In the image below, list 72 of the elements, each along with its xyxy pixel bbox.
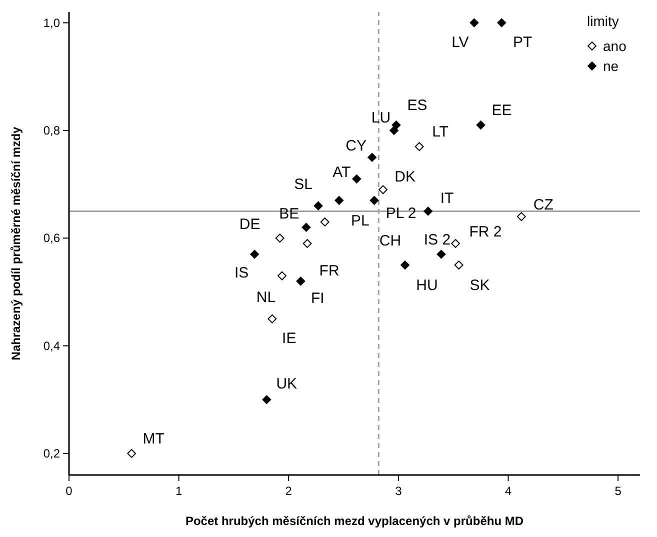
y-tick-label: 0,8 — [43, 123, 60, 138]
y-tick-label: 0,6 — [43, 231, 60, 246]
point — [378, 185, 388, 194]
annotation: EE — [492, 102, 512, 120]
annotation: PL — [350, 212, 370, 230]
point — [334, 196, 344, 205]
point — [275, 234, 284, 243]
annotation: CY — [346, 137, 366, 154]
annotation: LT — [432, 124, 448, 141]
annotation: FI — [311, 290, 324, 308]
point — [454, 260, 464, 270]
x-tick-label: 3 — [395, 484, 402, 498]
point — [451, 239, 460, 248]
y-tick-label: 1,0 — [43, 16, 60, 30]
point — [414, 142, 424, 152]
annotation: DK — [394, 168, 416, 186]
annotation: BE — [279, 205, 300, 222]
annotation: DE — [239, 216, 260, 234]
point — [320, 218, 330, 226]
point — [368, 152, 377, 162]
point — [516, 212, 526, 222]
point — [302, 222, 311, 232]
legend-label: ano — [603, 38, 627, 54]
annotation: IT — [440, 190, 454, 208]
point — [262, 395, 272, 404]
x-tick-label: 0 — [66, 484, 73, 498]
annotation: CH — [379, 232, 402, 250]
legend-label: ne — [603, 58, 619, 74]
point — [302, 239, 312, 248]
x-axis-title: Počet hrubých měsíčních mezd vyplacených v průběhu MD — [185, 514, 524, 528]
annotation: HU — [416, 277, 438, 294]
x-tick-label: 5 — [614, 484, 622, 498]
legend-title: limity — [587, 13, 619, 29]
annotation: IS 2 — [424, 231, 451, 248]
annotation: IS — [234, 264, 249, 282]
point — [424, 206, 433, 216]
point — [314, 201, 323, 210]
annotation: CZ — [533, 196, 554, 214]
point — [278, 271, 286, 280]
annotation: PT — [513, 34, 532, 51]
annotation: AT — [332, 164, 351, 181]
point — [476, 120, 486, 130]
point — [436, 250, 446, 259]
x-tick-label: 2 — [285, 484, 292, 498]
y-axis-title: Nahrazený podíl průměrné měsíční mzdy — [9, 126, 23, 360]
annotation: LU — [371, 109, 391, 126]
point — [470, 18, 479, 28]
point — [268, 314, 277, 324]
point — [352, 174, 362, 184]
annotation: LV — [452, 34, 469, 51]
annotation: ES — [407, 97, 428, 114]
x-tick-label: 4 — [504, 484, 512, 498]
point — [497, 18, 506, 28]
y-tick-label: 0,2 — [43, 446, 60, 460]
annotation: FR — [319, 262, 340, 280]
annotation: UK — [276, 376, 298, 393]
point — [400, 260, 410, 270]
point — [296, 276, 306, 286]
point — [250, 250, 260, 259]
point — [392, 120, 401, 130]
annotation: NL — [256, 288, 276, 306]
point — [127, 449, 136, 458]
annotation: PL 2 — [386, 205, 416, 222]
annotation: IE — [282, 330, 296, 347]
annotation: FR 2 — [469, 224, 502, 240]
x-tick-label: 1 — [175, 484, 182, 498]
annotation: SL — [294, 176, 312, 193]
annotation: MT — [142, 430, 164, 448]
y-tick-label: 0,4 — [43, 338, 60, 353]
point — [390, 126, 398, 135]
point — [370, 196, 379, 205]
annotation: SK — [470, 277, 490, 294]
